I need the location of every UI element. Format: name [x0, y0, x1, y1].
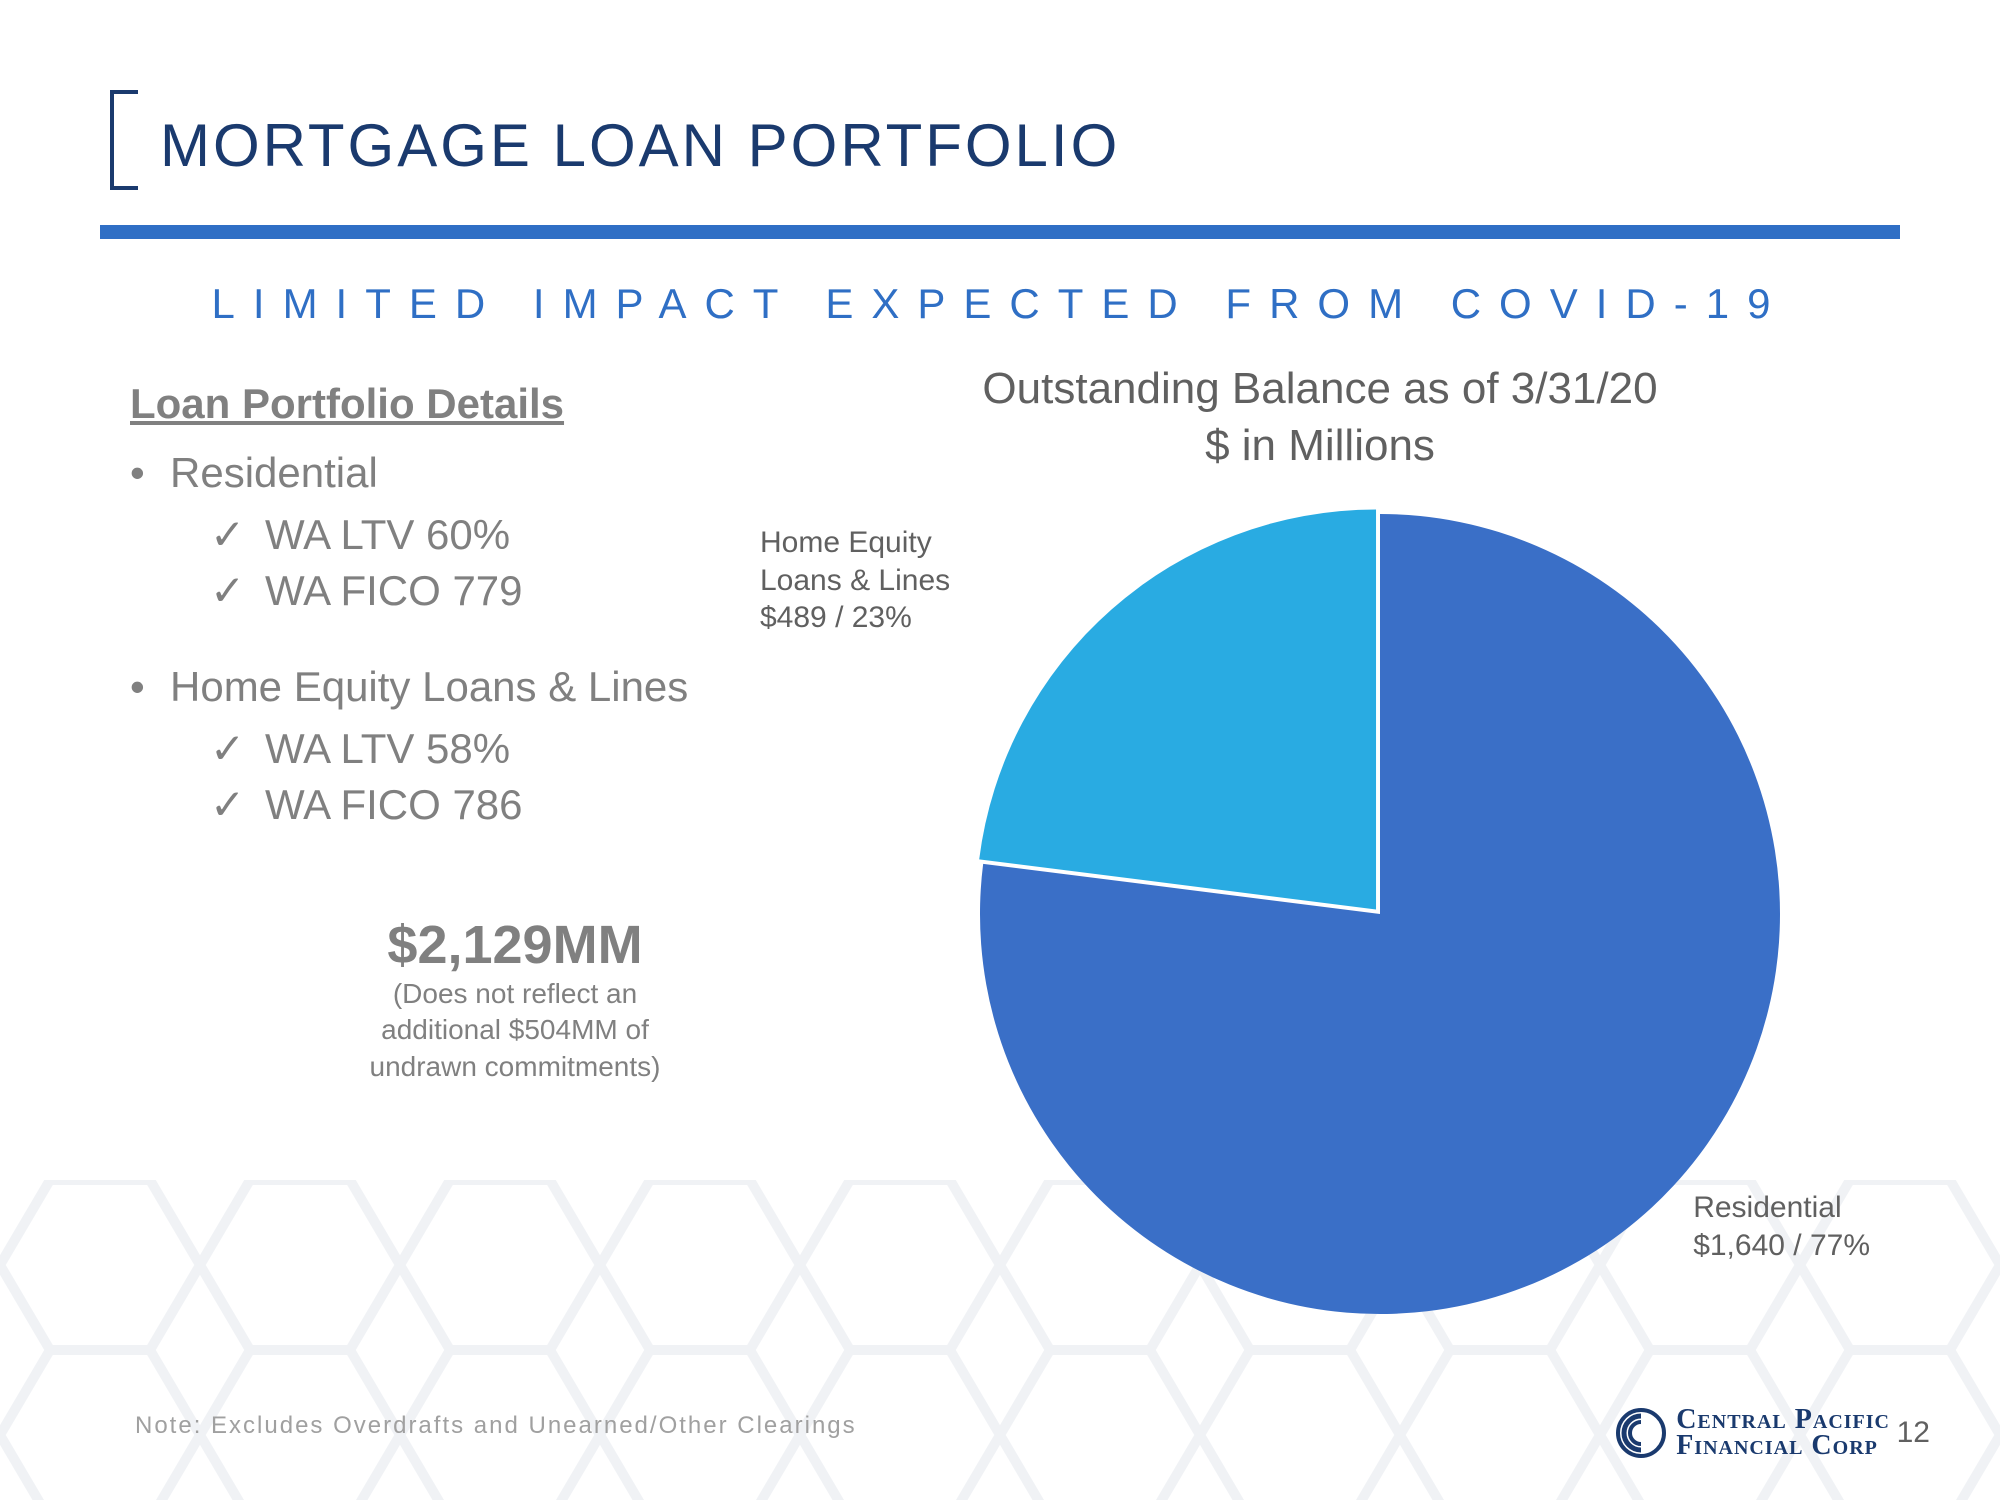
details-heading: Loan Portfolio Details [130, 380, 780, 428]
footnote: Note: Excludes Overdrafts and Unearned/O… [135, 1412, 857, 1440]
total-block: $2,129MM (Does not reflect an additional… [250, 914, 780, 1085]
pie-label-line: Loans & Lines [760, 564, 950, 597]
details-list: Residential WA LTV 60% WA FICO 779 Home … [130, 446, 780, 834]
logo-line2: Financial Corp [1676, 1433, 1890, 1460]
detail-group-home-equity: Home Equity Loans & Lines WA LTV 58% WA … [130, 660, 780, 834]
chart-title-line: Outstanding Balance as of 3/31/20 [982, 364, 1657, 413]
chart-title: Outstanding Balance as of 3/31/20 $ in M… [760, 360, 1880, 474]
total-note-line: undrawn commitments) [250, 1049, 780, 1085]
logo-text: Central Pacific Financial Corp [1676, 1407, 1890, 1460]
company-logo: Central Pacific Financial Corp [1616, 1407, 1890, 1460]
logo-line1: Central Pacific [1676, 1407, 1890, 1434]
detail-items: WA LTV 60% WA FICO 779 [210, 507, 780, 620]
detail-items: WA LTV 58% WA FICO 786 [210, 721, 780, 834]
subtitle: LIMITED IMPACT EXPECTED FROM COVID-19 [0, 280, 2000, 328]
detail-group-residential: Residential WA LTV 60% WA FICO 779 [130, 446, 780, 620]
pie-label-line: Residential [1693, 1191, 1841, 1224]
horizontal-divider [100, 225, 1900, 239]
pie-label-line: $1,640 / 77% [1693, 1229, 1870, 1262]
pie-label-residential: Residential $1,640 / 77% [1693, 1189, 1870, 1264]
pie-slice-home_equity [979, 510, 1376, 910]
pie-wrap: Home Equity Loans & Lines $489 / 23% Res… [760, 494, 1880, 1324]
page-title: MORTGAGE LOAN PORTFOLIO [160, 111, 1120, 180]
total-note-line: additional $504MM of [250, 1012, 780, 1048]
pie-label-line: Home Equity [760, 526, 932, 559]
detail-group-name: Residential [170, 449, 378, 496]
detail-item: WA FICO 786 [210, 777, 780, 834]
chart-area: Outstanding Balance as of 3/31/20 $ in M… [760, 360, 1880, 1324]
page-number: 12 [1897, 1416, 1930, 1450]
logo-mark-icon [1616, 1408, 1666, 1458]
pie-label-home-equity: Home Equity Loans & Lines $489 / 23% [760, 524, 950, 637]
pie-chart [970, 504, 1790, 1324]
total-value: $2,129MM [250, 914, 780, 976]
title-block: MORTGAGE LOAN PORTFOLIO [110, 100, 1120, 190]
details-column: Loan Portfolio Details Residential WA LT… [130, 380, 780, 1085]
title-bracket-decoration [110, 90, 138, 190]
chart-title-line: $ in Millions [1205, 421, 1435, 470]
detail-item: WA LTV 58% [210, 721, 780, 778]
detail-item: WA LTV 60% [210, 507, 780, 564]
detail-group-name: Home Equity Loans & Lines [170, 663, 688, 710]
pie-label-line: $489 / 23% [760, 601, 912, 634]
total-note-line: (Does not reflect an [250, 976, 780, 1012]
detail-item: WA FICO 779 [210, 563, 780, 620]
